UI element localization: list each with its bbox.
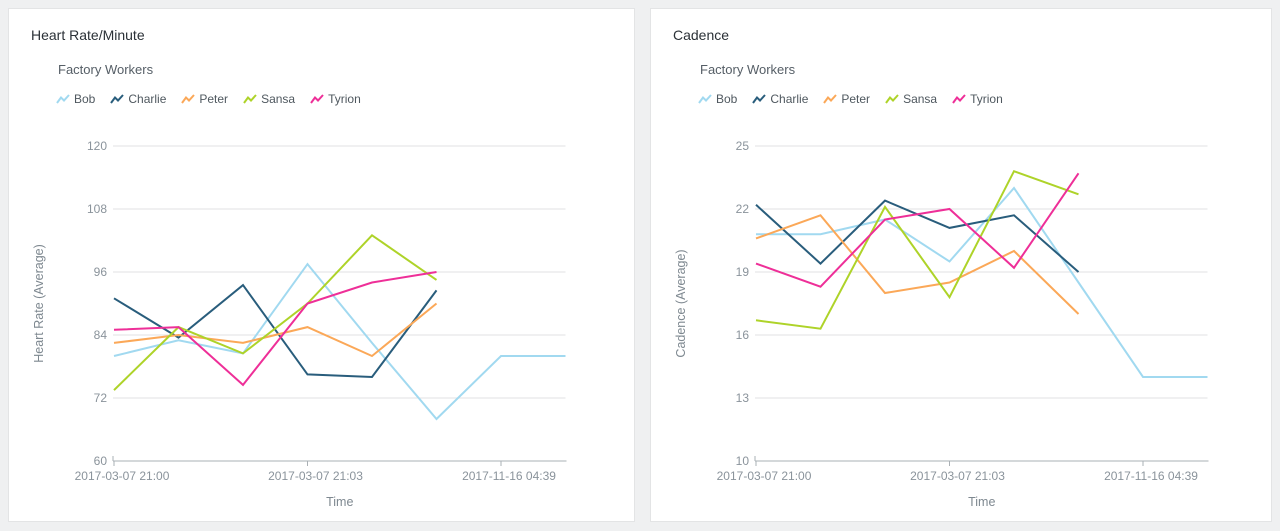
- series-line-tyrion: [755, 172, 1080, 288]
- chart-subtitle: Factory Workers: [700, 62, 796, 77]
- y-tick-label: 96: [94, 265, 108, 279]
- y-tick-label: 16: [736, 328, 750, 342]
- chart-subtitle: Factory Workers: [58, 62, 154, 77]
- x-tick-label: 2017-03-07 21:00: [75, 469, 170, 483]
- y-axis-title: Cadence (Average): [674, 249, 688, 357]
- x-tick-label: 2017-03-07 21:03: [910, 469, 1005, 483]
- legend-label: Peter: [841, 92, 871, 106]
- legend-label: Charlie: [770, 92, 809, 106]
- y-tick-label: 84: [94, 328, 108, 342]
- chart-title: Cadence: [673, 27, 730, 43]
- x-axis-title: Time: [968, 495, 995, 509]
- legend-label: Charlie: [128, 92, 167, 106]
- series-line-charlie: [113, 283, 438, 379]
- legend-item-tyrion[interactable]: Tyrion: [952, 92, 1003, 106]
- legend-item-sansa[interactable]: Sansa: [885, 92, 937, 106]
- legend-item-sansa[interactable]: Sansa: [243, 92, 295, 106]
- series-line-icon: [110, 93, 125, 104]
- series-line-sansa: [755, 169, 1079, 330]
- legend: Bob Charlie Peter Sansa Tyrion: [56, 92, 361, 106]
- legend-label: Sansa: [903, 92, 938, 106]
- legend-label: Bob: [716, 92, 738, 106]
- legend-label: Tyrion: [970, 92, 1003, 106]
- x-tick-label: 2017-11-16 04:39: [1104, 469, 1198, 483]
- series-line-icon: [310, 93, 324, 104]
- series-line-bob: [756, 186, 1208, 378]
- y-tick-label: 19: [736, 265, 750, 279]
- heart-rate-panel: Heart Rate/Minute Factory Workers Bob Cha…: [8, 8, 635, 522]
- x-axis-title: Time: [326, 495, 353, 509]
- series-line-icon: [56, 93, 70, 104]
- legend-item-tyrion[interactable]: Tyrion: [310, 92, 361, 106]
- legend-label: Tyrion: [328, 92, 361, 106]
- series-line-icon: [823, 93, 838, 104]
- cadence-panel: Cadence Factory Workers Bob Charlie Peter S…: [650, 8, 1272, 522]
- chart-title: Heart Rate/Minute: [31, 27, 145, 43]
- series-line-icon: [243, 93, 257, 104]
- legend-item-peter[interactable]: Peter: [181, 92, 228, 106]
- x-tick-label: 2017-11-16 04:39: [462, 469, 556, 483]
- x-tick-label: 2017-03-07 21:03: [268, 469, 363, 483]
- legend-label: Peter: [199, 92, 229, 106]
- y-tick-label: 22: [736, 202, 750, 216]
- series-line-icon: [698, 93, 712, 104]
- series-line-icon: [952, 93, 966, 104]
- series-line-bob: [113, 262, 566, 421]
- legend-item-charlie[interactable]: Charlie: [752, 92, 808, 106]
- y-tick-label: 60: [94, 454, 108, 468]
- y-tick-label: 108: [87, 202, 107, 216]
- y-tick-label: 13: [736, 391, 750, 405]
- series-line-sansa: [113, 233, 438, 391]
- y-tick-label: 10: [736, 454, 750, 468]
- y-axis-title: Heart Rate (Average): [32, 244, 46, 363]
- series-line-icon: [885, 93, 899, 104]
- y-tick-label: 25: [736, 139, 750, 153]
- legend-item-bob[interactable]: Bob: [698, 92, 737, 106]
- legend-item-peter[interactable]: Peter: [823, 92, 870, 106]
- y-tick-label: 72: [94, 391, 108, 405]
- series-line-peter: [755, 214, 1080, 315]
- series-line-tyrion: [113, 271, 437, 387]
- x-tick-label: 2017-03-07 21:00: [717, 469, 812, 483]
- series-line-icon: [752, 93, 767, 104]
- y-tick-label: 120: [87, 139, 107, 153]
- legend-item-bob[interactable]: Bob: [56, 92, 95, 106]
- legend-item-charlie[interactable]: Charlie: [110, 92, 166, 106]
- legend: Bob Charlie Peter Sansa Tyrion: [698, 92, 1003, 106]
- legend-label: Bob: [74, 92, 96, 106]
- series-line-icon: [181, 93, 196, 104]
- legend-label: Sansa: [261, 92, 296, 106]
